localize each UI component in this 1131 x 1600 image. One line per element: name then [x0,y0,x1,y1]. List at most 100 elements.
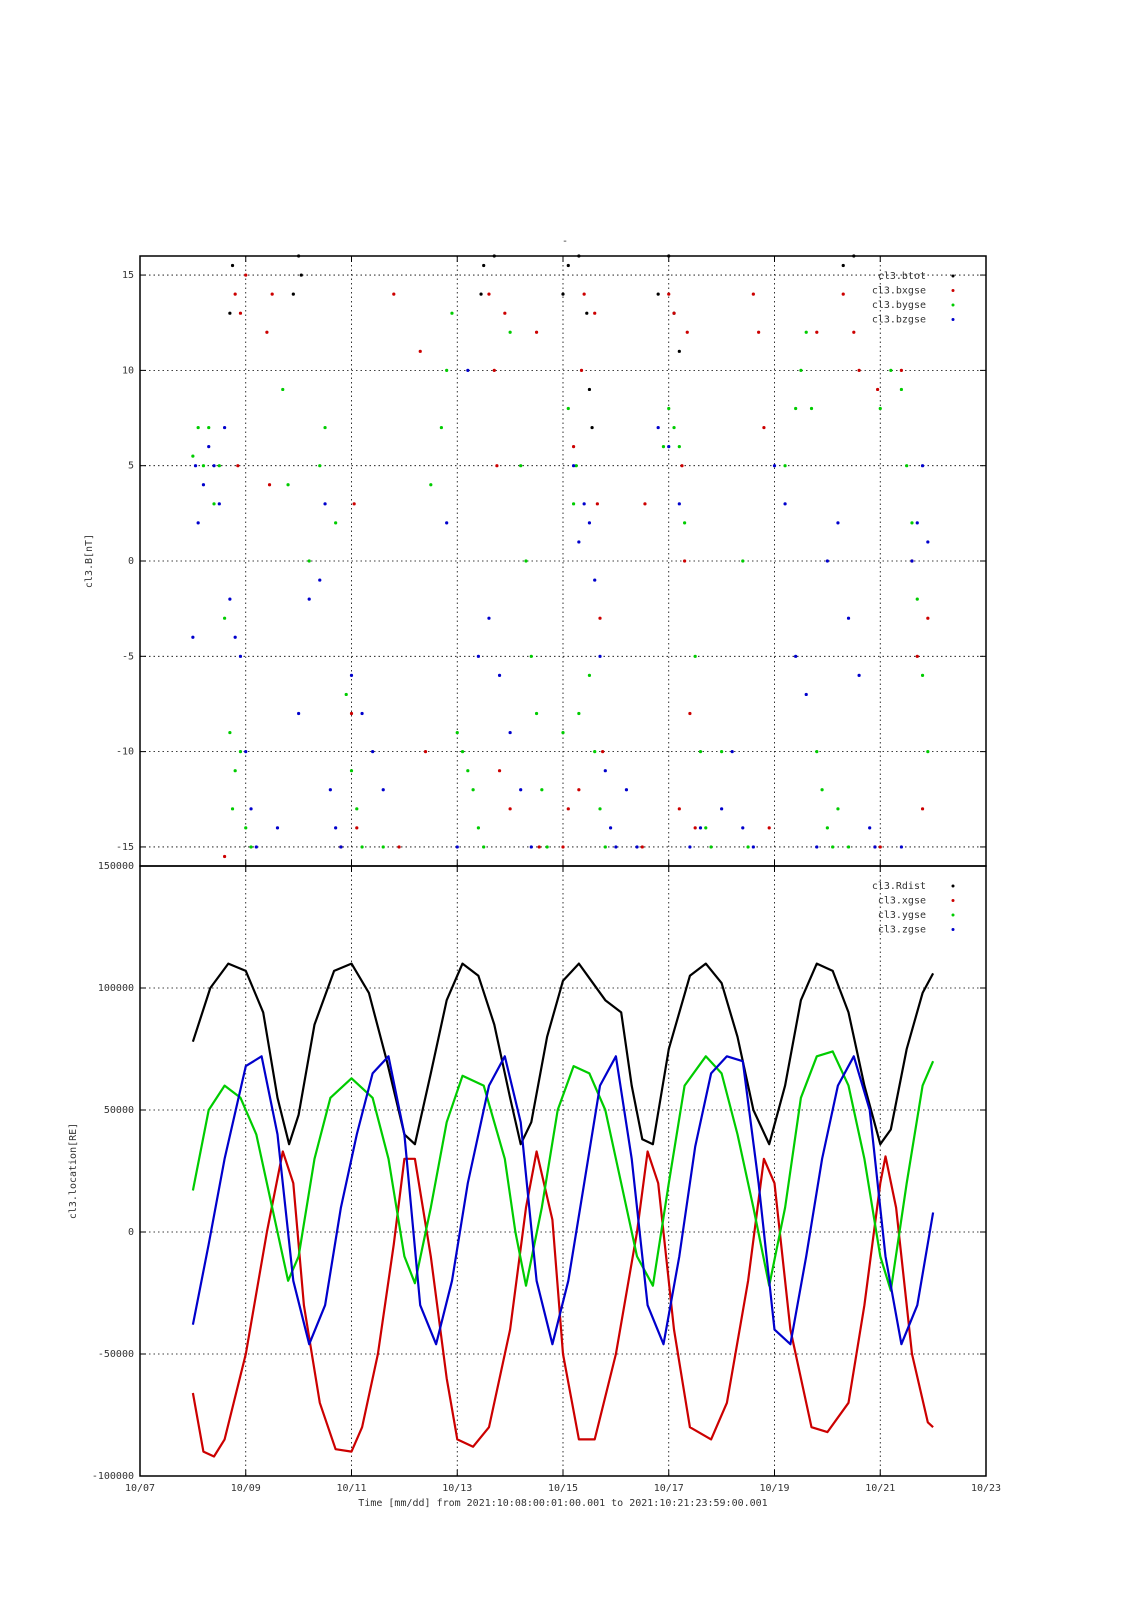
data-point [614,845,618,849]
data-point [482,263,486,268]
x-tick-label: 10/09 [231,1483,261,1494]
data-point [873,845,877,849]
data-point [423,750,428,754]
data-point [751,292,755,296]
data-point [352,502,356,506]
data-point [799,368,803,372]
legend-marker [951,928,955,931]
data-point [635,845,639,849]
data-point [709,845,713,849]
data-point [587,673,592,677]
legend-marker [951,289,955,292]
data-point [540,788,544,792]
data-point [344,692,348,697]
data-point [191,454,195,458]
data-point [804,692,808,697]
data-point [571,502,576,506]
data-point [355,807,359,811]
data-point [587,387,592,392]
data-point [571,445,576,449]
data-point [794,654,798,658]
data-point [579,368,584,372]
panel1-data [191,254,930,859]
data-point [524,559,528,563]
data-point [529,845,533,849]
data-point [534,711,539,716]
data-point [228,730,232,735]
data-point [841,263,845,268]
data-point [585,311,589,315]
x-tick-label: 10/21 [865,1483,895,1494]
data-point [899,387,904,392]
data-point [355,826,359,830]
data-point [820,788,824,792]
data-point [445,521,449,525]
data-point [878,406,882,411]
data-point [878,845,882,849]
data-point [688,845,692,849]
data-point [566,807,570,811]
data-point [680,464,684,468]
panel1-y-ticks: -15 -10 -5 0 5 10 15 [116,270,134,853]
data-point [217,502,221,506]
data-point [196,521,200,525]
data-point [334,826,338,830]
y-tick-label: 10 [122,365,134,376]
data-point [349,673,354,677]
data-point [212,502,216,506]
data-point [685,330,689,334]
data-point [508,807,512,811]
legend-label: cl3.bxgse [872,286,926,297]
series-cl3.bygse [191,311,930,849]
data-point [757,330,761,334]
panel1-legend: cl3.btot cl3.bxgse cl3.bygse cl3.bzgse [872,271,955,326]
legend-marker [951,899,955,902]
legend-label: cl3.btot [878,271,926,282]
data-point [254,845,258,849]
data-point [857,673,861,677]
panel2-data [191,962,935,1458]
data-point [577,788,581,792]
data-point [238,654,243,658]
data-point [683,521,687,525]
data-point [577,540,581,544]
data-point [508,330,512,334]
data-point [482,845,486,849]
legend-marker [951,318,955,321]
panel2-grid [139,865,987,1477]
data-point [926,540,930,544]
legend-label: cl3.Rdist [872,881,926,892]
data-point [217,464,221,468]
data-point [201,464,206,468]
data-point [667,406,671,411]
y-tick-label: -100000 [92,1471,134,1482]
data-point [545,845,549,849]
data-point [223,854,227,859]
data-point [207,445,211,449]
data-point [460,750,465,754]
data-point [831,845,835,849]
data-point [265,330,269,334]
data-point [656,425,660,430]
data-point [196,425,200,430]
data-point [624,788,629,792]
data-point [508,730,512,735]
data-point [318,578,322,582]
data-point [537,845,541,849]
data-point [815,330,819,334]
data-point [238,750,243,754]
data-point [503,311,507,315]
data-point [270,292,274,296]
data-point [593,578,597,582]
data-point [519,788,523,792]
x-tick-label: 10/07 [125,1483,155,1494]
data-point [228,597,232,601]
data-point [868,826,872,830]
y-tick-label: 0 [128,1227,134,1238]
panel2-y-ticks: -100000 -50000 0 50000 100000 150000 [92,861,134,1482]
data-point [590,425,594,430]
data-point [720,807,724,811]
magnetic-field-panel: -15 -10 -5 0 5 10 15 cl3.B[nT] cl3.btot cl3.bxg… [84,254,987,867]
data-point [741,826,745,830]
x-axis-ticks: 10/07 10/09 10/11 10/13 10/15 10/17 10/19 10/21… [125,1483,1001,1494]
